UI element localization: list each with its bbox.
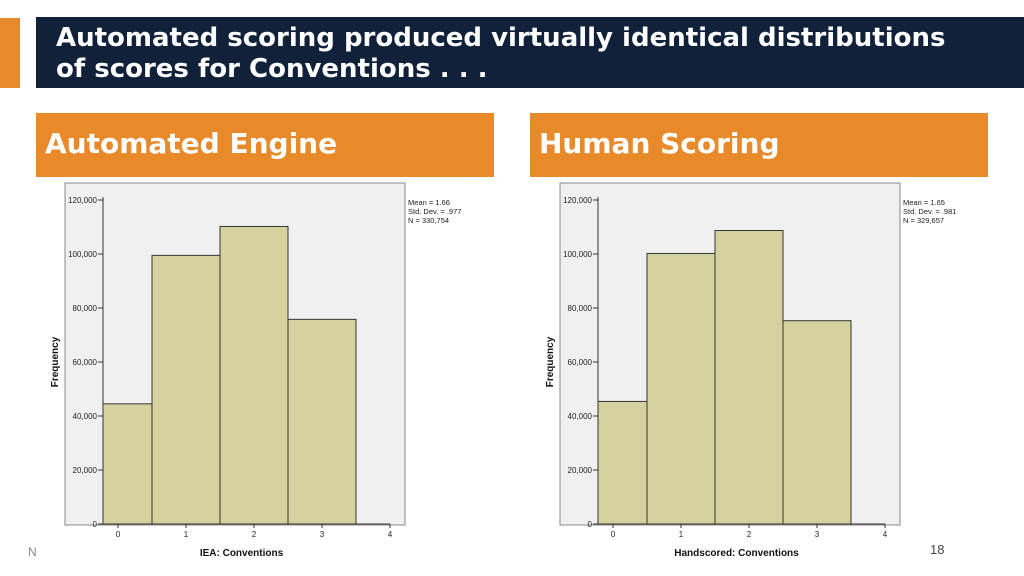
footnote: N xyxy=(28,545,37,559)
y-tick-label: 20,000 xyxy=(568,466,593,475)
stats-line: Mean = 1.66 xyxy=(408,198,450,207)
title-band: Automated scoring produced virtually ide… xyxy=(36,17,1024,88)
histogram-bar xyxy=(646,252,716,525)
panel-header-label: Human Scoring xyxy=(539,127,780,160)
y-axis-title: Frequency xyxy=(545,336,556,387)
y-tick-label: 0 xyxy=(93,520,98,529)
slide-title: Automated scoring produced virtually ide… xyxy=(56,23,946,84)
human-scoring-histogram: 0 20,000 40,000 60,000 80,000 100,000 120,000 0… xyxy=(545,182,956,559)
histogram-bar xyxy=(102,403,153,525)
page-number: 18 xyxy=(930,542,945,557)
histogram-bar xyxy=(714,230,784,525)
y-tick-label: 80,000 xyxy=(73,304,98,313)
y-tick-label: 100,000 xyxy=(563,250,592,259)
histogram-bar xyxy=(151,254,221,525)
y-tick-label: 0 xyxy=(588,520,593,529)
histogram-bar xyxy=(782,320,852,525)
panel-header-human: Human Scoring xyxy=(530,113,988,177)
panel-header-label: Automated Engine xyxy=(45,127,338,160)
y-tick-label: 60,000 xyxy=(73,358,98,367)
histogram-bar xyxy=(597,400,648,525)
x-axis-title: Handscored: Conventions xyxy=(674,548,799,559)
stats-line: N = 329,657 xyxy=(903,216,944,225)
x-tick-label: 1 xyxy=(184,530,189,539)
x-tick-label: 2 xyxy=(747,530,752,539)
y-tick-label: 120,000 xyxy=(563,196,592,205)
stats-line: Mean = 1.65 xyxy=(903,198,945,207)
histogram-bar xyxy=(287,318,357,525)
y-tick-label: 40,000 xyxy=(568,412,593,421)
y-axis-title: Frequency xyxy=(50,336,61,387)
x-tick-label: 0 xyxy=(611,530,616,539)
x-tick-label: 4 xyxy=(883,530,888,539)
stats-line: Std. Dev. = .981 xyxy=(903,207,956,216)
x-axis-title: IEA: Conventions xyxy=(200,548,284,559)
stats-line: Std. Dev. = .977 xyxy=(408,207,461,216)
x-tick-label: 3 xyxy=(320,530,325,539)
x-tick-label: 0 xyxy=(116,530,121,539)
x-tick-label: 4 xyxy=(388,530,393,539)
panel-header-automated: Automated Engine xyxy=(36,113,494,177)
accent-bar xyxy=(0,18,20,88)
y-tick-label: 80,000 xyxy=(568,304,593,313)
y-tick-label: 60,000 xyxy=(568,358,593,367)
y-tick-label: 100,000 xyxy=(68,250,97,259)
stats-line: N = 330,754 xyxy=(408,216,449,225)
histogram-bar xyxy=(219,225,289,525)
automated-engine-histogram: 0 20,000 40,000 60,000 80,000 100,000 120,000 0… xyxy=(50,182,461,559)
y-tick-label: 120,000 xyxy=(68,196,97,205)
y-tick-label: 40,000 xyxy=(73,412,98,421)
x-tick-label: 1 xyxy=(679,530,684,539)
x-tick-label: 3 xyxy=(815,530,820,539)
y-tick-label: 20,000 xyxy=(73,466,98,475)
x-tick-label: 2 xyxy=(252,530,257,539)
